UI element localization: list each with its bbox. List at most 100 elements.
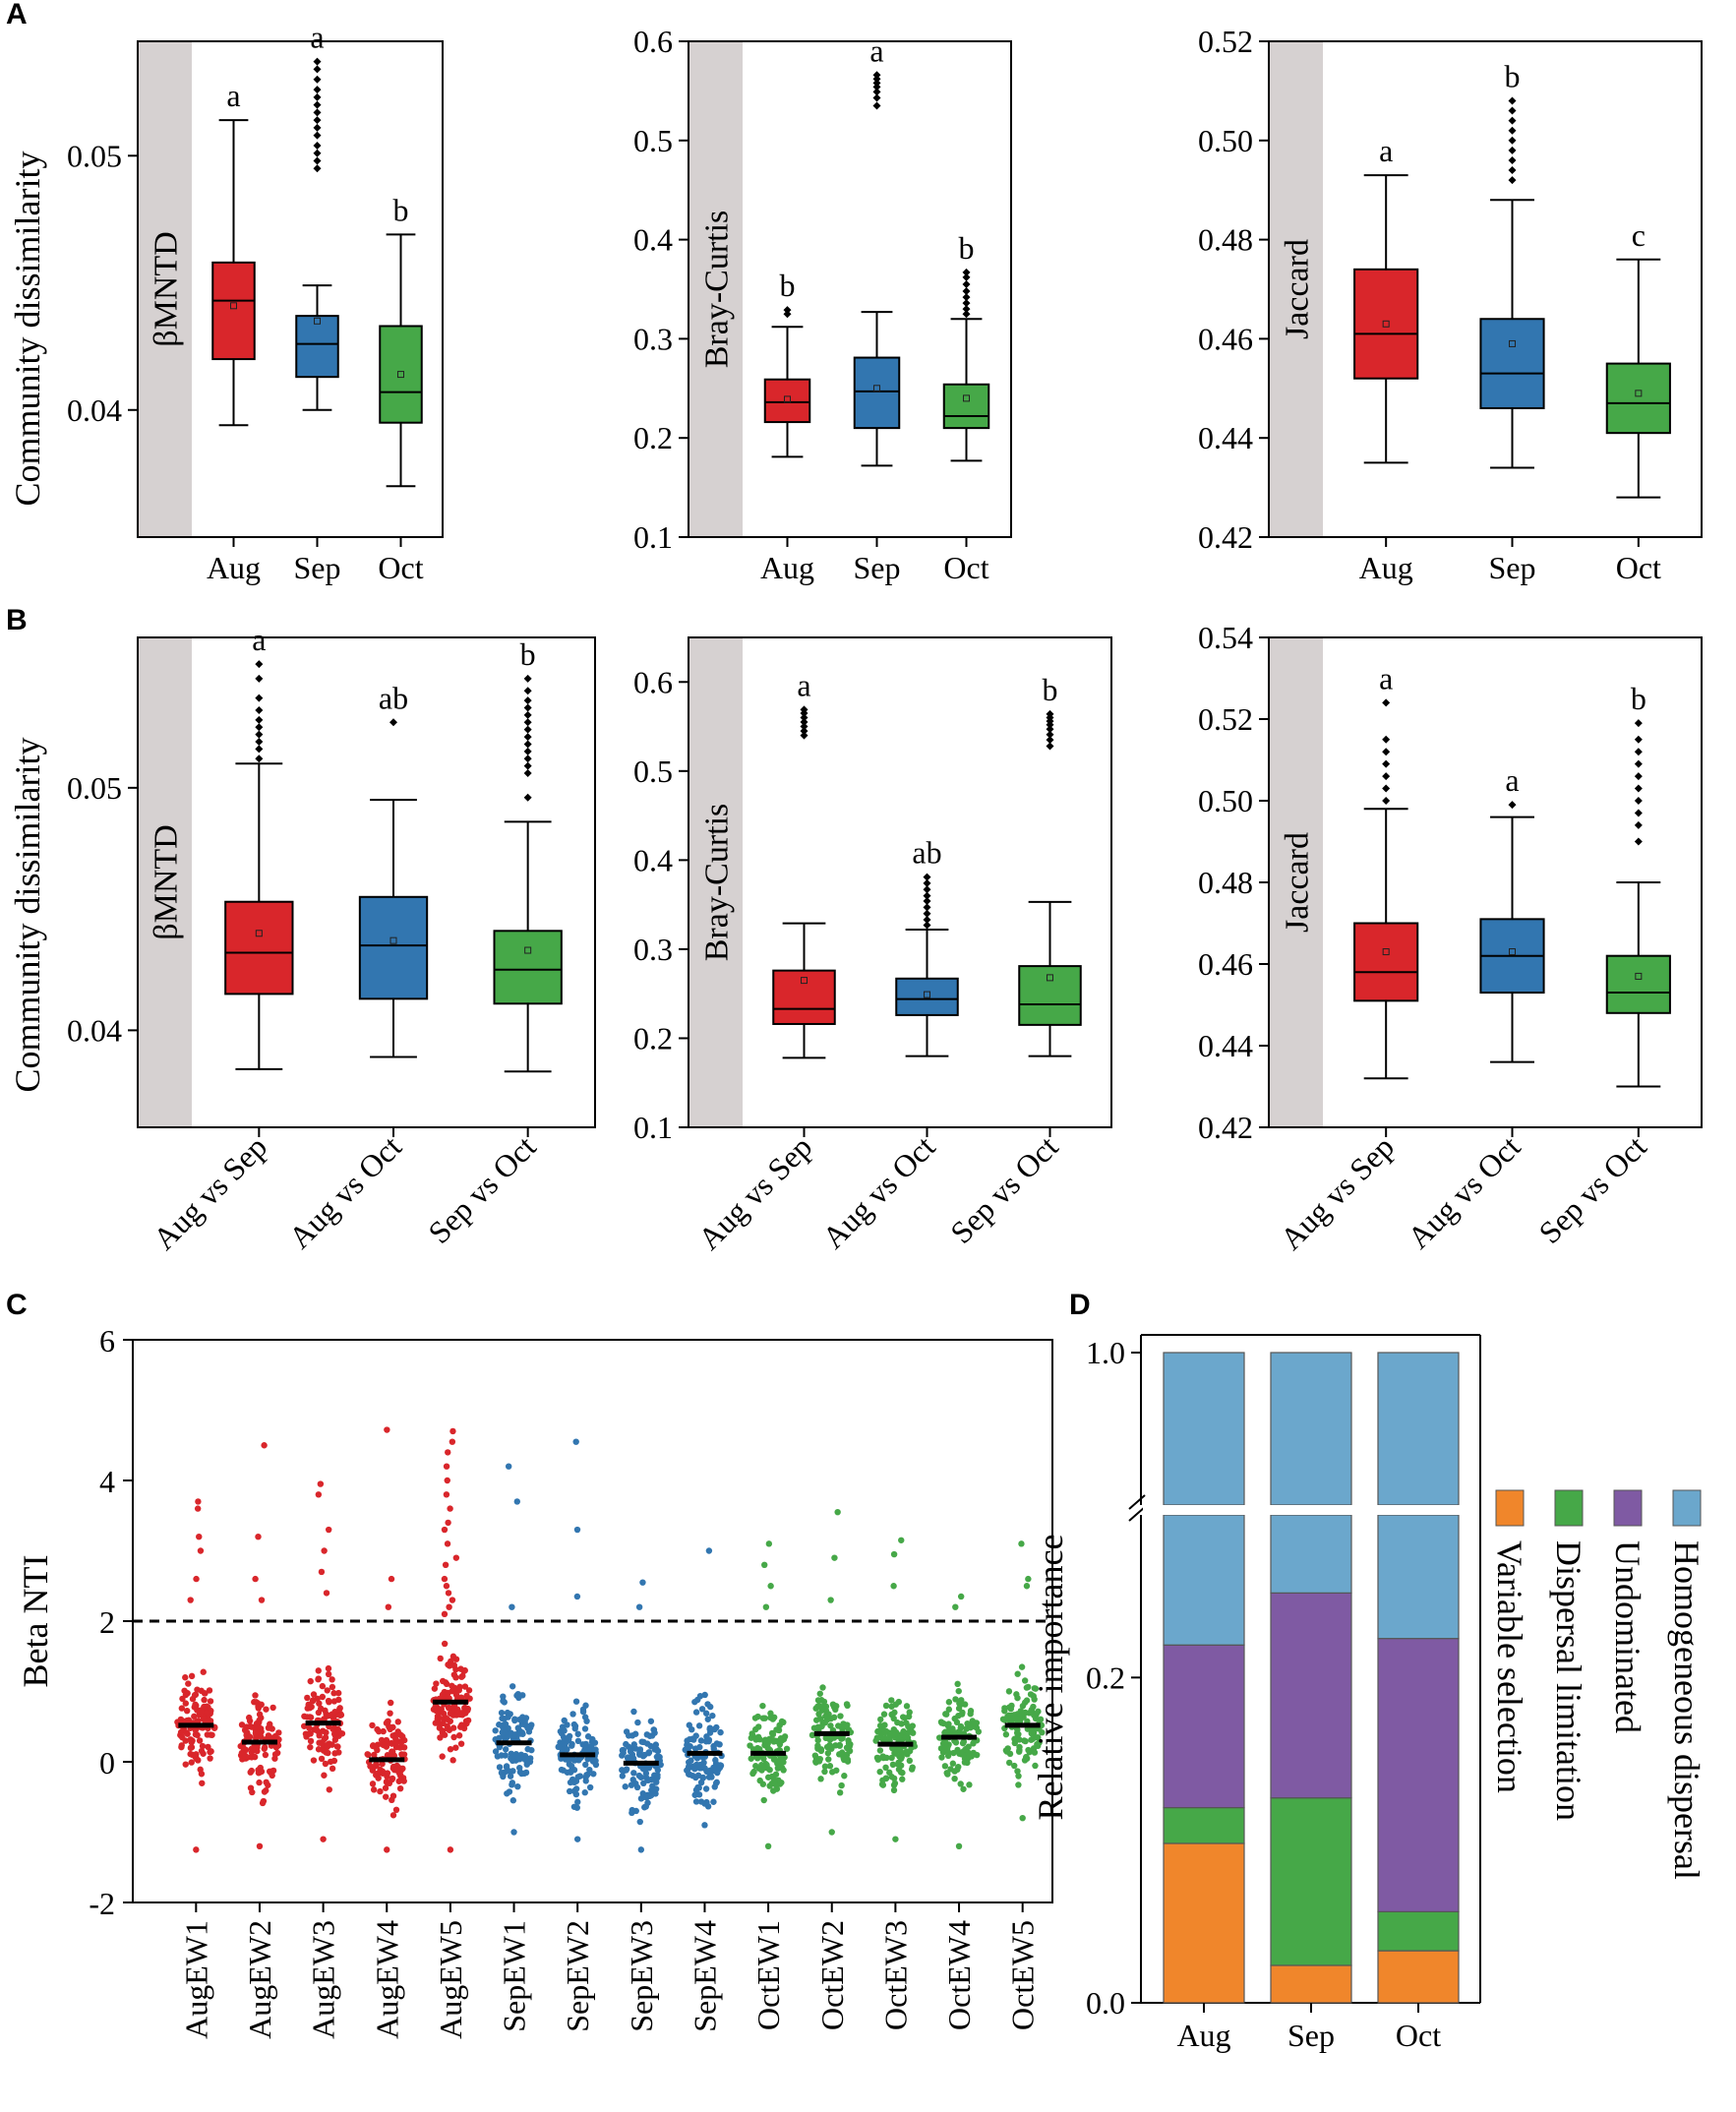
c-point <box>588 1738 596 1745</box>
c-point <box>717 1728 724 1736</box>
c-point <box>889 1761 897 1769</box>
c-point <box>1011 1735 1019 1742</box>
c-point <box>776 1780 784 1787</box>
c-point <box>259 1799 267 1807</box>
a1-outlier <box>313 149 322 157</box>
c-point <box>814 1723 821 1730</box>
c-point <box>890 1583 897 1590</box>
d-bar-segment <box>1163 1352 1245 1506</box>
c-point <box>701 1822 708 1829</box>
c-point <box>447 1746 454 1753</box>
c-point <box>770 1776 778 1782</box>
c-point <box>844 1702 851 1710</box>
c-point <box>306 1714 314 1720</box>
d-legend-label: Dispersal limitation <box>1549 1540 1588 1821</box>
c-point <box>191 1691 199 1699</box>
c-point <box>686 1759 692 1766</box>
a3-outlier <box>1508 166 1517 175</box>
a3-outlier <box>1508 136 1517 145</box>
c-point <box>693 1755 701 1762</box>
c-point <box>944 1721 951 1729</box>
c-point <box>331 1750 338 1757</box>
a3-ytick-label: 0.52 <box>1198 24 1253 59</box>
c-point <box>394 1728 401 1735</box>
d-bar-segment <box>1270 1964 1352 2004</box>
c-point <box>463 1692 470 1700</box>
b2-outlier <box>923 921 931 930</box>
c-point <box>937 1719 945 1725</box>
c-point <box>256 1779 263 1786</box>
c-point <box>389 1775 396 1782</box>
c-point <box>444 1477 450 1484</box>
a2-box <box>763 378 811 424</box>
c-point <box>514 1724 522 1731</box>
c-point <box>706 1703 714 1711</box>
b1-xtick-label: Sep vs Oct <box>421 1128 543 1250</box>
c-point <box>783 1745 791 1752</box>
c-point <box>182 1674 189 1681</box>
c-point <box>501 1721 508 1728</box>
c-point <box>944 1727 951 1735</box>
b3-xtick-label: Sep vs Oct <box>1531 1128 1653 1250</box>
c-point <box>238 1721 246 1728</box>
a2-mean-marker <box>963 394 970 402</box>
c-point <box>909 1729 917 1736</box>
c-point <box>711 1725 718 1733</box>
c-point <box>951 1768 958 1775</box>
c-point <box>199 1708 206 1716</box>
b1-sig-letter: b <box>520 636 536 672</box>
b3-box <box>1353 922 1419 1002</box>
c-point <box>636 1818 643 1826</box>
c-point <box>252 1692 259 1699</box>
c-point <box>392 1735 399 1743</box>
a1-outlier <box>313 92 322 101</box>
c-point <box>777 1762 784 1769</box>
c-point <box>630 1770 637 1777</box>
b3-outlier <box>1382 784 1391 793</box>
a1-outlier <box>313 57 322 66</box>
c-point <box>269 1704 276 1712</box>
c-point <box>263 1706 269 1713</box>
c-point <box>449 1653 457 1660</box>
c-point <box>449 1438 456 1445</box>
c-point <box>509 1683 516 1690</box>
c-point <box>891 1709 898 1717</box>
panel-b1: βMNTD 0.04 0.05 Aug vs Sep a Aug vs Oct ab Sep … <box>67 622 596 1256</box>
d-bar-segment <box>1377 1638 1460 1913</box>
c-point <box>316 1700 323 1707</box>
b3-ytick-label: 0.50 <box>1198 783 1253 818</box>
c-point <box>205 1743 211 1751</box>
c-point <box>845 1737 852 1744</box>
c-point <box>399 1765 406 1773</box>
c-point <box>383 1736 390 1744</box>
c-point <box>764 1740 771 1747</box>
c-point <box>305 1730 313 1737</box>
c-ytick-label: 2 <box>99 1604 115 1640</box>
a3-frame <box>1268 40 1703 538</box>
a3-mean-marker <box>1382 320 1390 328</box>
c-point <box>379 1760 386 1768</box>
c-point <box>441 1610 449 1618</box>
a2-outlier <box>962 272 971 281</box>
d-bar-segment <box>1377 1514 1460 1640</box>
a2-ytick-label: 0.3 <box>633 321 673 356</box>
c-point <box>638 1738 645 1745</box>
c-point <box>694 1783 701 1791</box>
c-point <box>317 1480 325 1487</box>
c-point <box>510 1829 517 1836</box>
c-point <box>454 1706 461 1713</box>
c-point <box>1023 1583 1031 1590</box>
b1-outlier <box>255 745 264 754</box>
c-point <box>949 1760 957 1767</box>
c-point <box>209 1731 215 1738</box>
c-point <box>396 1784 404 1792</box>
b3-outlier <box>1382 759 1391 768</box>
a1-outlier <box>313 141 322 150</box>
c-point <box>954 1680 961 1688</box>
c-point <box>386 1724 393 1731</box>
c-point <box>561 1746 569 1753</box>
c-point <box>756 1777 763 1784</box>
c-point <box>329 1676 335 1683</box>
c-point <box>307 1743 314 1751</box>
c-point <box>449 1427 456 1435</box>
